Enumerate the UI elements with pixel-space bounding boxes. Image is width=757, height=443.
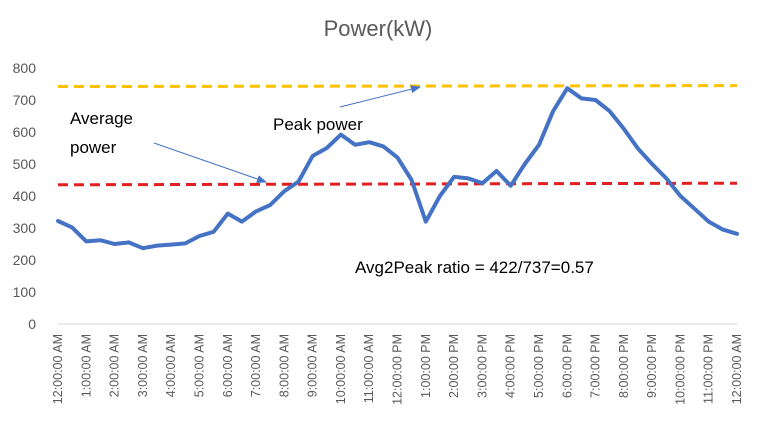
x-tick-label: 3:00:00 PM [475,334,489,398]
x-tick-label: 2:00:00 AM [108,334,122,397]
x-tick-label: 12:00:00 AM [51,334,65,404]
x-tick-label: 4:00:00 PM [504,334,518,398]
x-tick-label: 9:00:00 PM [645,334,659,398]
x-tick-label: 8:00:00 PM [617,334,631,398]
average-power-line [57,181,738,187]
x-tick-label: 9:00:00 AM [306,334,320,397]
peak-power-label: Peak power [273,115,363,134]
x-tick-label: 1:00:00 AM [79,334,93,397]
x-tick-label: 5:00:00 PM [532,334,546,398]
avg2peak-ratio-label: Avg2Peak ratio = 422/737=0.57 [355,258,594,277]
chart-title: Power(kW) [324,16,433,41]
x-axis-ticks: 12:00:00 AM 1:00:00 AM 2:00:00 AM 3:00:00 A… [51,334,744,405]
x-tick-label: 12:00:00 PM [391,334,405,405]
y-tick-label: 100 [13,284,37,300]
x-tick-label: 11:00:00 AM [362,334,376,403]
y-tick-label: 400 [13,188,37,204]
x-tick-label: 12:00:00 AM [730,334,744,404]
x-tick-label: 6:00:00 AM [221,334,235,397]
peak-power-arrow [339,85,421,108]
average-power-label-line1: Average [70,109,133,128]
y-tick-label: 800 [13,60,37,76]
y-tick-label: 700 [13,92,37,108]
y-axis-ticks: 0 100 200 300 400 500 600 700 800 [13,60,37,332]
y-tick-label: 300 [13,220,37,236]
x-tick-label: 10:00:00 PM [673,334,687,405]
x-tick-label: 5:00:00 AM [192,334,206,397]
x-tick-label: 1:00:00 PM [419,334,433,398]
x-tick-label: 4:00:00 AM [164,334,178,397]
y-tick-label: 200 [13,252,37,268]
y-tick-label: 500 [13,156,37,172]
x-tick-label: 3:00:00 AM [136,334,150,397]
y-tick-label: 600 [13,124,37,140]
x-tick-label: 2:00:00 PM [447,334,461,398]
x-tick-label: 7:00:00 PM [589,334,603,398]
x-tick-label: 11:00:00 PM [702,334,716,404]
x-tick-label: 6:00:00 PM [560,334,574,398]
x-tick-label: 10:00:00 AM [334,334,348,404]
average-power-arrow [153,142,267,183]
peak-power-line [57,84,738,89]
power-series-line [56,86,739,251]
y-tick-label: 0 [28,316,36,332]
x-tick-label: 7:00:00 AM [249,334,263,397]
average-power-label-line2: power [70,138,117,157]
x-tick-label: 8:00:00 AM [277,334,291,397]
